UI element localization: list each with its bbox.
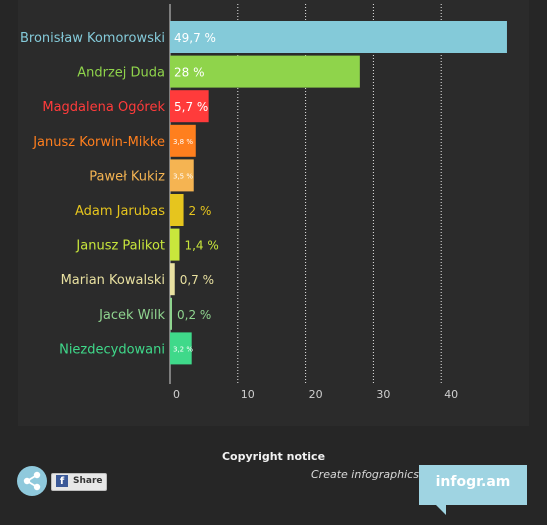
bar-9 <box>170 332 192 365</box>
x-tick-label-30: 30 <box>376 388 390 401</box>
facebook-share-button[interactable]: f Share <box>51 473 107 491</box>
value-label-3: 3,8 % <box>173 138 193 146</box>
category-label-8: Jacek Wilk <box>98 308 165 323</box>
category-label-3: Janusz Korwin-Mikke <box>32 135 165 150</box>
value-label-1: 28 % <box>174 66 205 80</box>
value-label-9: 3,2 % <box>173 345 193 353</box>
share-icon-button[interactable] <box>17 466 47 496</box>
value-label-4: 3,5 % <box>173 172 193 180</box>
facebook-icon: f <box>56 475 68 487</box>
value-label-2: 5,7 % <box>174 100 208 114</box>
bar-3 <box>170 124 196 157</box>
category-label-5: Adam Jarubas <box>75 204 165 219</box>
create-infographics-link[interactable]: Create infographics <box>311 468 419 481</box>
category-label-2: Magdalena Ogórek <box>42 100 165 115</box>
value-label-0: 49,7 % <box>174 31 216 45</box>
bar-0 <box>170 21 507 53</box>
value-label-6: 1,4 % <box>184 239 218 253</box>
category-label-0: Bronisław Komorowski <box>20 31 165 46</box>
category-label-7: Marian Kowalski <box>61 273 165 288</box>
x-tick-label-20: 20 <box>309 388 323 401</box>
brand-badge[interactable] <box>419 465 527 505</box>
share-icon <box>23 471 41 491</box>
bar-5 <box>170 194 184 226</box>
bar-4 <box>170 159 194 192</box>
value-label-5: 2 % <box>189 204 212 218</box>
brand-badge-tail <box>436 505 446 515</box>
bar-7 <box>170 263 175 296</box>
category-label-4: Paweł Kukiz <box>89 169 165 184</box>
category-label-9: Niezdecydowani <box>59 342 165 357</box>
bar-6 <box>170 228 180 261</box>
brand-logo-text[interactable]: infogr.am <box>435 474 511 490</box>
value-label-8: 0,2 % <box>177 308 211 322</box>
category-label-6: Janusz Palikot <box>75 239 165 254</box>
bar-1 <box>170 55 360 88</box>
value-label-7: 0,7 % <box>180 273 214 287</box>
x-tick-label-40: 40 <box>444 388 458 401</box>
copyright-notice[interactable]: Copyright notice <box>221 450 326 463</box>
bar-chart: 0 10 20 30 40 Bronisław Komorowski 49,7 % Andrz… <box>20 4 507 401</box>
bar-8 <box>170 297 172 330</box>
bar-2 <box>170 90 209 123</box>
category-label-1: Andrzej Duda <box>77 66 165 81</box>
share-button-label: Share <box>73 476 103 486</box>
x-tick-label-10: 10 <box>241 388 255 401</box>
x-tick-label-0: 0 <box>173 388 180 401</box>
